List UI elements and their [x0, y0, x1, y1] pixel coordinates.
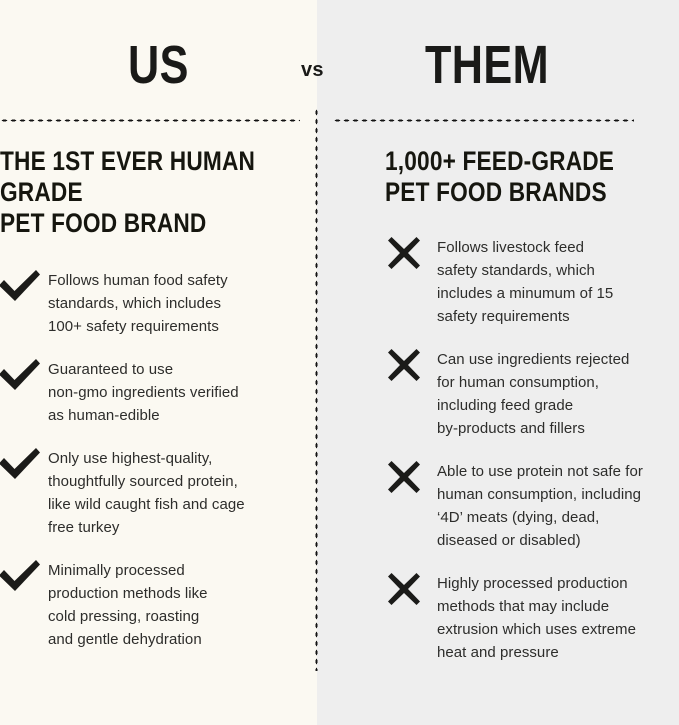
list-item-label: Can use ingredients rejected for human c… [437, 351, 630, 437]
list-item: Can use ingredients rejected for human c… [385, 348, 645, 440]
dotted-divider-vertical [315, 108, 318, 671]
dotted-rule-right [333, 119, 634, 122]
column-us: THE 1ST EVER HUMAN GRADE PET FOOD BRAND … [0, 146, 292, 671]
check-icon [0, 559, 42, 593]
list-item-label: Only use highest-quality, thoughtfully s… [48, 450, 245, 536]
list-item-label: Guaranteed to use non-gmo ingredients ve… [48, 361, 239, 424]
column-them: 1,000+ FEED-GRADE PET FOOD BRANDS Follow… [385, 146, 645, 684]
list-item: Guaranteed to use non-gmo ingredients ve… [0, 358, 292, 427]
list-item-label: Able to use protein not safe for human c… [437, 463, 643, 549]
x-icon [387, 460, 421, 494]
list-item: Follows livestock feed safety standards,… [385, 236, 645, 328]
list-item: Follows human food safety standards, whi… [0, 269, 292, 338]
list-item: Minimally processed production methods l… [0, 559, 292, 651]
check-icon [0, 269, 42, 303]
subheading-us: THE 1ST EVER HUMAN GRADE PET FOOD BRAND [0, 146, 256, 238]
list-item: Highly processed production methods that… [385, 572, 645, 664]
list-item: Only use highest-quality, thoughtfully s… [0, 447, 292, 539]
list-item-label: Highly processed production methods that… [437, 575, 636, 661]
benefit-list-us: Follows human food safety standards, whi… [0, 269, 292, 651]
check-icon [0, 447, 42, 481]
drawback-list-them: Follows livestock feed safety standards,… [385, 236, 645, 664]
subheading-them: 1,000+ FEED-GRADE PET FOOD BRANDS [385, 146, 615, 207]
list-item-label: Follows livestock feed safety standards,… [437, 239, 614, 325]
list-item-label: Minimally processed production methods l… [48, 562, 208, 648]
check-icon [0, 358, 42, 392]
dotted-rule-left [0, 119, 300, 122]
x-icon [387, 572, 421, 606]
x-icon [387, 236, 421, 270]
x-icon [387, 348, 421, 382]
list-item-label: Follows human food safety standards, whi… [48, 272, 228, 335]
list-item: Able to use protein not safe for human c… [385, 460, 645, 552]
